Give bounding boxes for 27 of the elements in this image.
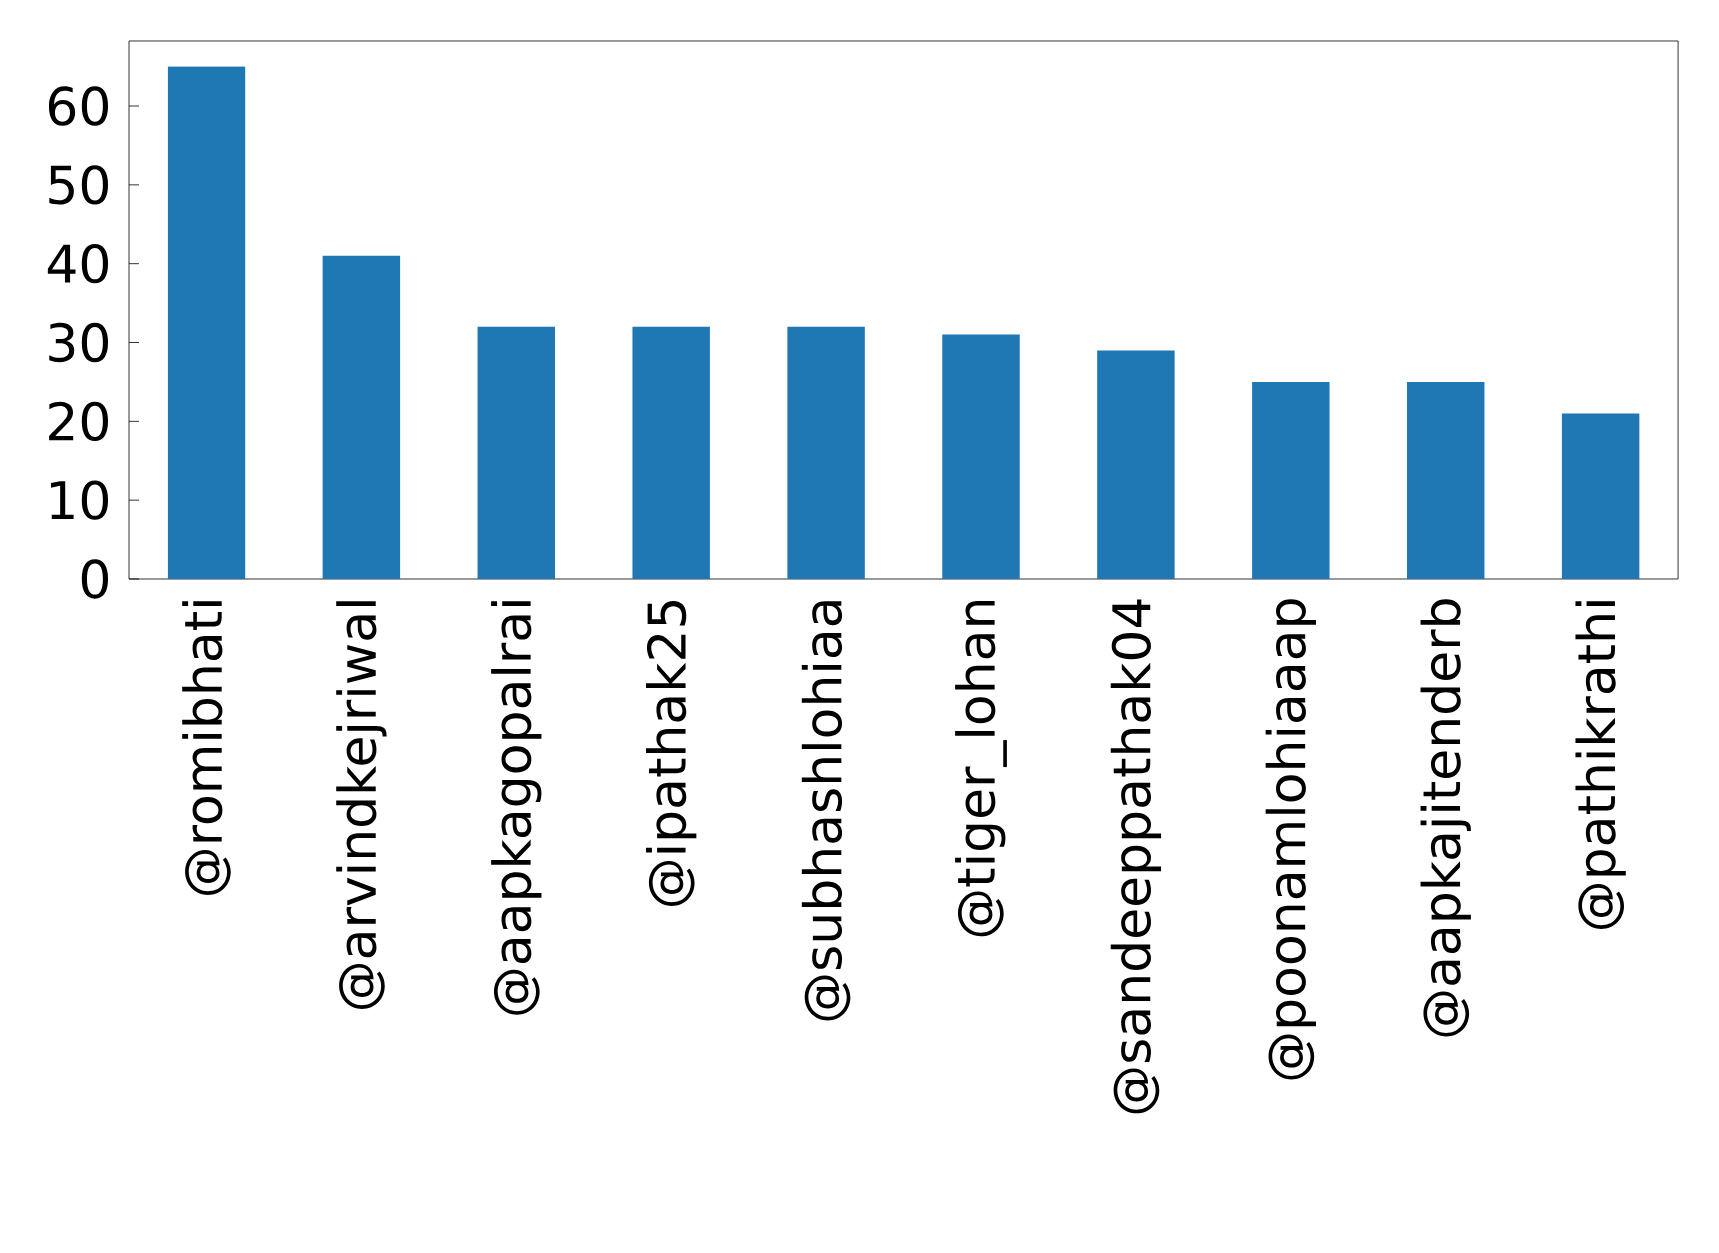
- x-tick-label: @aapkagopalrai: [491, 601, 542, 1015]
- y-tick-label: 20: [49, 401, 109, 441]
- bar: [632, 326, 710, 579]
- bar: [1561, 413, 1640, 579]
- bar: [787, 326, 865, 579]
- bar: [1097, 350, 1175, 579]
- x-tick-label: @romibhati: [182, 601, 231, 895]
- y-tick-label: 40: [47, 244, 109, 284]
- x-tick-label: @ipathak25: [646, 601, 697, 906]
- y-tick-label: 50: [49, 165, 109, 205]
- x-tick-label: @poonamlohiaaap: [1265, 599, 1316, 1080]
- y-tick-label: 10: [51, 480, 109, 520]
- bar: [167, 66, 246, 579]
- bar: [322, 255, 401, 579]
- bar: [477, 326, 555, 579]
- bar: [1252, 381, 1330, 579]
- y-tick-label: 0: [81, 559, 109, 599]
- bar: [1406, 381, 1485, 579]
- x-tick-label: @subhashlohiaa: [801, 601, 851, 1021]
- bar: [942, 334, 1020, 579]
- y-tick-label: 30: [49, 322, 109, 363]
- x-tick-label: @tiger_lohan: [955, 600, 1007, 937]
- x-tick-label: @arvindkejriwal: [336, 601, 387, 1009]
- y-tick-label: 60: [48, 86, 109, 126]
- x-tick-label: @aapkajitenderb: [1420, 599, 1471, 1037]
- x-tick-label: @sandeeppathak04: [1110, 599, 1162, 1114]
- x-tick-label: @pathikrathi: [1575, 601, 1626, 929]
